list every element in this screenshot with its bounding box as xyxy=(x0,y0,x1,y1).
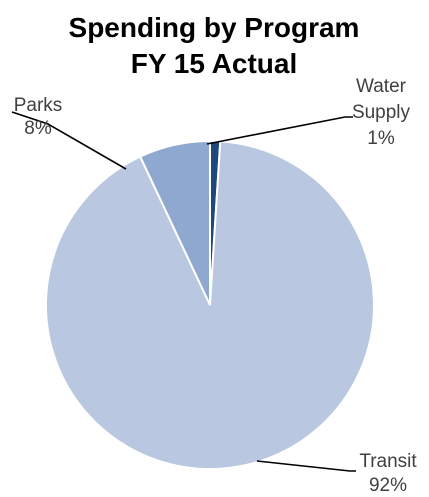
chart-title-line-2: FY 15 Actual xyxy=(131,48,298,79)
slice-label-water-supply-line-2: Supply xyxy=(352,102,411,123)
pie-slice-parks xyxy=(138,139,211,306)
slice-pct-water-supply: 1% xyxy=(367,128,395,149)
slice-label-water-supply-line-1: Water xyxy=(356,76,407,97)
slice-label-transit: Transit xyxy=(359,451,417,472)
leader-line-water-supply xyxy=(206,116,353,145)
slice-label-parks: Parks xyxy=(14,95,63,116)
leader-line-parks xyxy=(11,111,127,170)
pie-slices xyxy=(45,139,375,470)
slice-pct-parks: 8% xyxy=(24,118,52,139)
chart-title-line-1: Spending by Program xyxy=(69,12,360,43)
leader-line-transit xyxy=(256,460,356,472)
slice-pct-transit: 92% xyxy=(369,475,407,496)
